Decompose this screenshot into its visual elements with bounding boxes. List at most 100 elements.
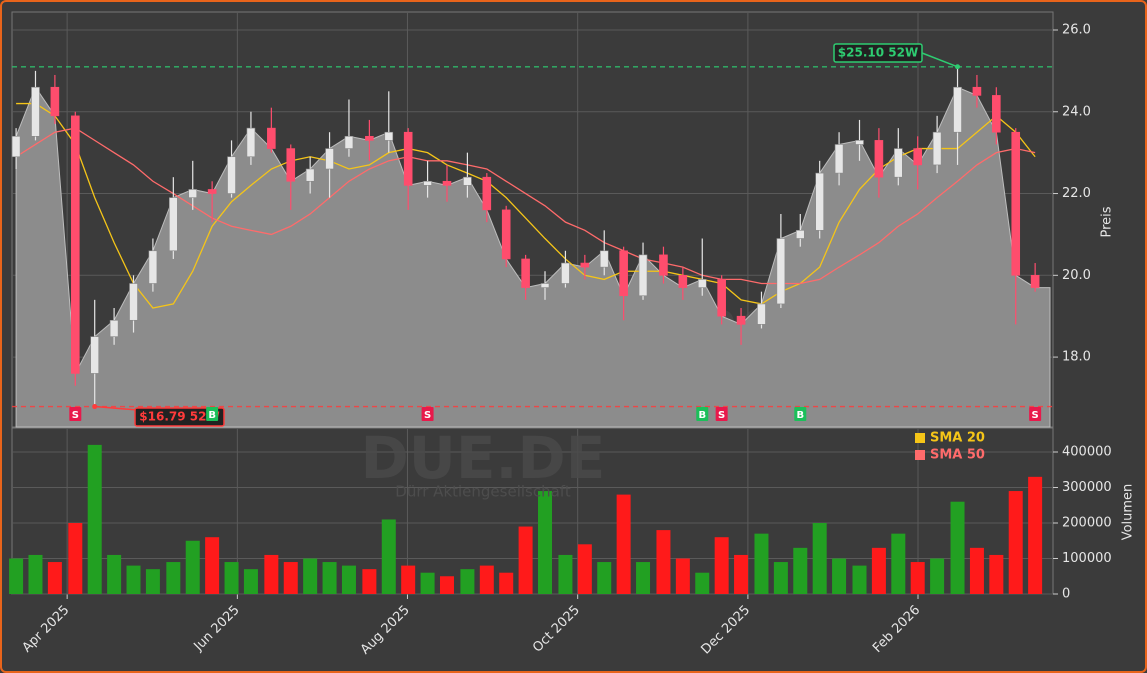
annotation-box	[134, 407, 225, 427]
candle-body	[246, 127, 256, 158]
y-tick-label: 100000	[1062, 551, 1112, 566]
volume-bar	[243, 569, 258, 594]
candle-body	[521, 258, 530, 288]
x-tick-label: Oct 2025	[530, 603, 583, 656]
candle-body	[855, 140, 864, 145]
volume-bar	[1028, 476, 1043, 594]
volume-bar	[950, 501, 965, 594]
signal-marker	[1029, 407, 1042, 421]
candle-body	[815, 172, 824, 231]
y-tick-label: 26.0	[1062, 22, 1091, 37]
volume-bar	[558, 554, 573, 594]
candle-body	[169, 197, 178, 252]
y-tick-label: 24.0	[1062, 104, 1091, 119]
symbol-watermark: DUE.DE	[361, 424, 606, 492]
y-tick-label: 0	[1062, 587, 1070, 602]
volume-bar	[47, 562, 62, 594]
volume-bar	[1008, 491, 1023, 594]
volume-bar	[439, 576, 454, 594]
volume-bar	[224, 562, 239, 594]
y-tick-label: 400000	[1062, 444, 1112, 459]
candle-body	[659, 254, 668, 276]
candle-body	[619, 250, 628, 297]
volume-bar	[773, 562, 788, 594]
candle-body	[267, 127, 276, 149]
annotation-arrowhead	[955, 64, 961, 70]
candle-body	[736, 315, 746, 325]
candle-body	[482, 176, 492, 211]
volume-bar	[87, 444, 102, 594]
volume-bar	[322, 562, 337, 594]
annotation: $25.10 52W	[833, 43, 961, 70]
signal-marker	[421, 407, 434, 421]
candle-body	[678, 275, 688, 288]
candle-body	[992, 95, 1001, 133]
legend-swatch	[915, 450, 925, 460]
signal-label: B	[208, 410, 216, 421]
candle-body	[109, 319, 119, 337]
volume-bar	[264, 554, 279, 594]
candle-body	[953, 86, 962, 133]
candle-body	[561, 262, 570, 284]
volume-bar	[577, 544, 592, 594]
volume-bar	[969, 547, 984, 594]
volume-bar	[283, 562, 298, 594]
candle-body	[717, 279, 726, 317]
legend-label: SMA 50	[930, 448, 985, 463]
candle-body	[540, 283, 550, 288]
annotation-label: $25.10 52W	[838, 46, 918, 60]
candle-body	[365, 135, 374, 141]
candle-body	[1011, 131, 1021, 276]
signal-marker	[206, 407, 219, 421]
volume-bar	[362, 569, 377, 594]
annotation-arrow	[921, 52, 958, 68]
volume-bar	[989, 554, 1004, 594]
volume-bar	[891, 533, 906, 594]
volume-bar	[341, 565, 356, 594]
candle-body	[129, 283, 138, 321]
volume-bar	[695, 572, 710, 594]
candle-body	[795, 230, 805, 239]
candle-body	[757, 303, 766, 325]
candle-body	[599, 250, 609, 268]
volume-axis-label: Volumen	[1121, 484, 1136, 541]
y-tick-label: 18.0	[1062, 350, 1091, 365]
candle-body	[384, 131, 394, 141]
candle-body	[286, 148, 296, 182]
volume-bar	[303, 558, 318, 594]
candle-body	[972, 86, 982, 96]
candle-body	[90, 336, 100, 374]
signal-marker	[69, 407, 82, 421]
annotation-label: $16.79 52W	[139, 410, 219, 424]
volume-bar	[852, 565, 867, 594]
candle-body	[148, 250, 158, 284]
volume-bar	[145, 569, 160, 594]
volume-bar	[68, 522, 83, 594]
volume-bar	[871, 547, 886, 594]
volume-bar	[460, 569, 475, 594]
candle-body	[305, 168, 315, 182]
annotation: $16.79 52W	[92, 404, 225, 427]
candle-body	[344, 135, 354, 149]
candle-body	[1030, 275, 1040, 288]
x-tick-label: Dec 2025	[698, 603, 753, 658]
sma-line	[15, 127, 1036, 285]
legend-label: SMA 20	[930, 431, 985, 446]
volume-bar	[930, 558, 945, 594]
volume-bar	[166, 562, 181, 594]
volume-bar	[107, 554, 122, 594]
signal-marker	[696, 407, 709, 421]
volume-bar	[832, 558, 847, 594]
signal-label: B	[698, 410, 706, 421]
candle-body	[501, 209, 511, 260]
candle-body	[913, 148, 923, 166]
candle-body	[834, 144, 844, 174]
x-tick-label: Aug 2025	[358, 603, 413, 658]
volume-bar	[734, 554, 749, 594]
signal-label: S	[72, 410, 79, 421]
candle-body	[207, 189, 217, 194]
annotation-arrowhead	[92, 404, 98, 410]
signal-label: S	[718, 410, 725, 421]
candle-body	[71, 115, 80, 374]
candle-body	[188, 189, 198, 198]
